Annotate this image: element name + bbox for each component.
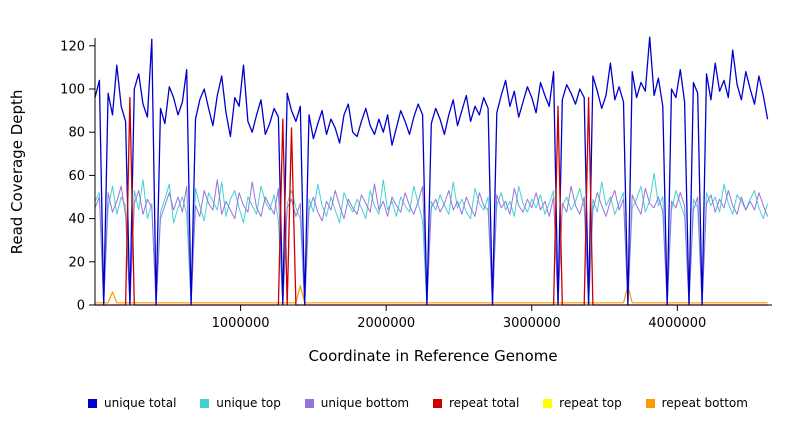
legend-label: unique bottom (320, 396, 410, 410)
x-tick-label: 4000000 (648, 316, 706, 331)
y-tick-label: 100 (60, 83, 85, 98)
series-lines (94, 36, 769, 306)
y-tick-label: 0 (77, 299, 85, 314)
y-tick-label: 120 (60, 39, 85, 54)
legend: unique total unique top unique bottom repea… (88, 396, 748, 410)
y-tick-label: 60 (68, 169, 85, 184)
legend-item-unique-bottom: unique bottom (304, 396, 410, 410)
legend-item-repeat-bottom: repeat bottom (645, 396, 748, 410)
x-tick-label: 3000000 (503, 316, 561, 331)
axes: 0 20 40 60 80 100 120 1000000 2000000 3000000 4000… (60, 38, 772, 331)
legend-swatch-icon (88, 398, 97, 408)
y-tick-label: 20 (68, 255, 85, 270)
chart-canvas: 0 20 40 60 80 100 120 1000000 2000000 3000000 4000… (8, 36, 772, 365)
legend-swatch-icon (200, 398, 210, 408)
x-axis-label: Coordinate in Reference Genome (308, 347, 557, 365)
series-line-unique-top (94, 172, 769, 306)
legend-swatch-icon (432, 398, 442, 408)
legend-item-repeat-top: repeat top (543, 396, 622, 410)
y-axis-label: Read Coverage Depth (8, 90, 26, 255)
legend-label: repeat top (559, 396, 622, 410)
legend-item-repeat-total: repeat total (432, 396, 520, 410)
legend-item-unique-total: unique total (88, 396, 176, 410)
x-tick-label: 1000000 (212, 316, 270, 331)
series-line-unique-bottom (94, 179, 769, 306)
legend-swatch-icon (645, 398, 655, 408)
series-line-unique-total (94, 36, 769, 306)
series-line-repeat-bottom (95, 285, 768, 304)
y-tick-label: 80 (68, 126, 85, 141)
legend-label: unique total (104, 396, 177, 410)
legend-label: unique top (216, 396, 281, 410)
legend-label: repeat bottom (661, 396, 748, 410)
y-tick-label: 40 (68, 212, 85, 227)
legend-label: repeat total (448, 396, 520, 410)
x-tick-label: 2000000 (357, 316, 415, 331)
legend-item-unique-top: unique top (200, 396, 281, 410)
legend-swatch-icon (543, 398, 553, 408)
legend-swatch-icon (304, 398, 314, 408)
